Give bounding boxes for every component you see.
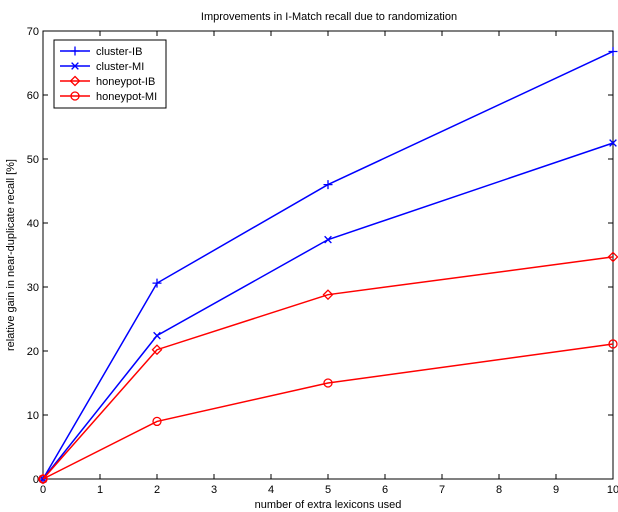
circle-marker <box>152 416 162 427</box>
plus-marker <box>70 46 80 56</box>
plus-marker <box>608 46 618 56</box>
chart-title: Improvements in I-Match recall due to ra… <box>201 11 457 23</box>
legend: cluster-IB cluster-MI honeypot-IB honeypot-… <box>53 39 167 109</box>
diamond-marker <box>322 289 334 301</box>
x-tick-label: 10 <box>607 484 618 496</box>
x-axis-title: number of extra lexicons used <box>255 499 402 511</box>
legend-label: cluster-MI <box>96 61 144 73</box>
legend-label: cluster-IB <box>96 46 142 58</box>
x-tick-label: 7 <box>439 484 445 496</box>
y-tick-label: 70 <box>27 26 39 38</box>
x-tick-label: 0 <box>40 484 46 496</box>
series-line-cluster-IB <box>42 50 614 480</box>
y-tick-label: 30 <box>27 282 39 294</box>
y-axis-title: relative gain in near-duplicate recall [… <box>5 159 17 351</box>
x-marker <box>609 139 617 147</box>
series-line-honeypot-MI <box>42 343 614 480</box>
x-tick-label: 3 <box>211 484 217 496</box>
circle-marker <box>70 91 80 101</box>
y-axis: 0 10 20 30 40 50 60 70 <box>27 26 613 486</box>
legend-label: honeypot-MI <box>96 91 157 103</box>
x-tick-label: 5 <box>325 484 331 496</box>
y-tick-label: 0 <box>33 474 39 486</box>
x-marker <box>324 235 332 244</box>
series-layer <box>37 46 618 485</box>
plus-marker <box>152 278 162 288</box>
x-tick-label: 2 <box>154 484 160 496</box>
y-tick-label: 40 <box>27 218 39 230</box>
x-tick-label: 4 <box>268 484 274 496</box>
plus-marker <box>323 180 333 190</box>
y-tick-label: 20 <box>27 346 39 358</box>
y-tick-label: 60 <box>27 90 39 102</box>
diamond-marker <box>69 75 81 87</box>
series-line-cluster-MI <box>42 142 614 480</box>
x-tick-label: 6 <box>382 484 388 496</box>
diamond-marker <box>151 344 163 356</box>
circle-marker <box>38 474 48 484</box>
x-marker <box>71 62 79 70</box>
legend-label: honeypot-IB <box>96 76 155 88</box>
y-tick-label: 50 <box>27 154 39 166</box>
series-line-honeypot-IB <box>42 256 614 480</box>
x-tick-label: 8 <box>496 484 502 496</box>
y-tick-label: 10 <box>27 410 39 422</box>
x-tick-label: 9 <box>553 484 559 496</box>
circle-marker <box>608 339 618 349</box>
diamond-marker <box>607 251 618 263</box>
x-marker <box>153 331 161 340</box>
x-tick-label: 1 <box>97 484 103 496</box>
circle-marker <box>323 378 333 388</box>
